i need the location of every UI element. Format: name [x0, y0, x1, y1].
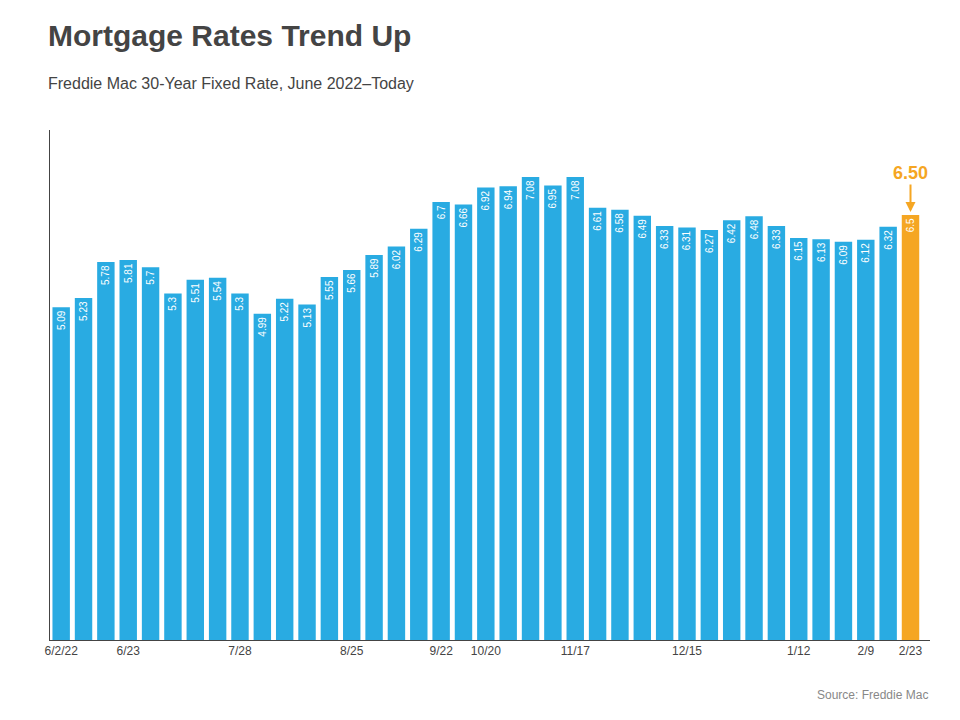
svg-text:6.94: 6.94	[503, 189, 514, 209]
svg-text:6.61: 6.61	[592, 211, 603, 231]
svg-text:6.7: 6.7	[436, 205, 447, 219]
svg-text:6.27: 6.27	[704, 233, 715, 253]
svg-text:6.95: 6.95	[547, 189, 558, 209]
svg-text:7.08: 7.08	[525, 180, 536, 200]
svg-text:6.50: 6.50	[893, 163, 928, 183]
svg-text:5.54: 5.54	[212, 281, 223, 301]
svg-text:6.32: 6.32	[883, 230, 894, 250]
svg-text:Freddie Mac 30-Year Fixed Rate: Freddie Mac 30-Year Fixed Rate, June 202…	[48, 75, 414, 92]
svg-text:5.7: 5.7	[145, 270, 156, 284]
svg-text:7.08: 7.08	[570, 180, 581, 200]
svg-text:6.02: 6.02	[391, 249, 402, 269]
svg-text:2/23: 2/23	[899, 644, 923, 658]
svg-text:6.33: 6.33	[659, 229, 670, 249]
svg-text:5.3: 5.3	[234, 296, 245, 310]
svg-text:5.78: 5.78	[100, 265, 111, 285]
svg-text:2/9: 2/9	[857, 644, 874, 658]
svg-text:5.22: 5.22	[279, 302, 290, 322]
svg-text:6.58: 6.58	[614, 213, 625, 233]
svg-text:6.15: 6.15	[793, 241, 804, 261]
svg-text:Source: Freddie Mac: Source: Freddie Mac	[817, 688, 928, 702]
svg-text:6/2/22: 6/2/22	[44, 644, 78, 658]
svg-text:4.99: 4.99	[257, 317, 268, 337]
svg-text:5.55: 5.55	[324, 280, 335, 300]
svg-text:6.13: 6.13	[816, 242, 827, 262]
svg-text:5.81: 5.81	[123, 263, 134, 283]
svg-text:6.48: 6.48	[749, 219, 760, 239]
svg-text:6.31: 6.31	[681, 230, 692, 250]
svg-text:5.13: 5.13	[302, 308, 313, 328]
svg-text:5.89: 5.89	[369, 258, 380, 278]
svg-text:11/17: 11/17	[561, 644, 590, 658]
svg-text:8/25: 8/25	[340, 644, 364, 658]
svg-text:9/22: 9/22	[429, 644, 453, 658]
svg-text:Mortgage Rates Trend Up: Mortgage Rates Trend Up	[48, 19, 411, 52]
svg-text:6.33: 6.33	[771, 229, 782, 249]
svg-text:1/12: 1/12	[787, 644, 811, 658]
svg-text:6.5: 6.5	[905, 218, 916, 232]
svg-text:5.23: 5.23	[78, 301, 89, 321]
svg-text:6.29: 6.29	[413, 232, 424, 252]
svg-text:6.66: 6.66	[458, 208, 469, 228]
svg-text:6.09: 6.09	[838, 245, 849, 265]
svg-text:5.51: 5.51	[190, 283, 201, 303]
svg-text:5.66: 5.66	[346, 273, 357, 293]
svg-text:7/28: 7/28	[228, 644, 252, 658]
svg-text:6/23: 6/23	[117, 644, 141, 658]
svg-text:12/15: 12/15	[672, 644, 702, 658]
svg-text:6.12: 6.12	[860, 243, 871, 263]
svg-text:5.3: 5.3	[167, 296, 178, 310]
svg-text:5.09: 5.09	[56, 310, 67, 330]
svg-text:6.42: 6.42	[726, 223, 737, 243]
svg-text:6.49: 6.49	[637, 219, 648, 239]
svg-text:6.92: 6.92	[480, 191, 491, 211]
svg-text:10/20: 10/20	[471, 644, 501, 658]
